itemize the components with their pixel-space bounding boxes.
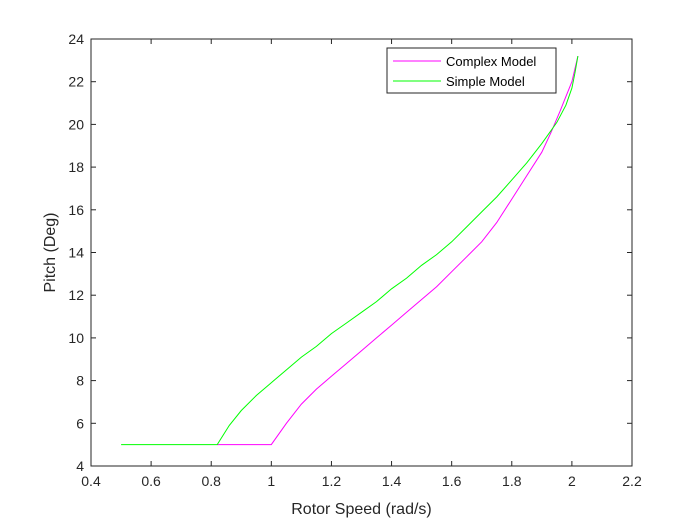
- x-tick-label: 1.2: [322, 473, 342, 489]
- x-tick-label: 1.4: [382, 473, 402, 489]
- legend-label-simple-model: Simple Model: [446, 74, 525, 89]
- x-tick-label: 1: [267, 473, 275, 489]
- x-tick-label: 1.6: [442, 473, 462, 489]
- y-tick-label: 18: [68, 159, 84, 175]
- y-tick-label: 6: [76, 415, 84, 431]
- y-tick-label: 10: [68, 330, 84, 346]
- legend-label-complex-model: Complex Model: [446, 54, 536, 69]
- y-tick-label: 12: [68, 287, 84, 303]
- series-line-complex-model: [217, 55, 579, 446]
- y-tick-label: 8: [76, 373, 84, 389]
- legend-box: [386, 47, 557, 94]
- plot-frame: [90, 38, 633, 467]
- y-tick-label: 4: [76, 458, 84, 474]
- y-tick-label: 20: [68, 116, 84, 132]
- y-tick-label: 24: [68, 31, 84, 47]
- y-tick-label: 14: [68, 245, 84, 261]
- y-axis-label: Pitch (Deg): [42, 212, 59, 292]
- x-tick-label: 1.8: [502, 473, 522, 489]
- y-tick-label: 22: [68, 74, 84, 90]
- x-tick-label: 2.2: [622, 473, 642, 489]
- x-axis-label: Rotor Speed (rad/s): [291, 501, 432, 518]
- x-tick-label: 0.8: [201, 473, 221, 489]
- x-tick-label: 0.6: [141, 473, 161, 489]
- legend: Complex Model Simple Model: [386, 47, 557, 94]
- plot-area: [91, 39, 632, 466]
- x-tick-label: 0.4: [81, 473, 101, 489]
- x-tick-label: 2: [568, 473, 576, 489]
- series-line-simple-model: [121, 56, 579, 446]
- y-tick-label: 16: [68, 202, 84, 218]
